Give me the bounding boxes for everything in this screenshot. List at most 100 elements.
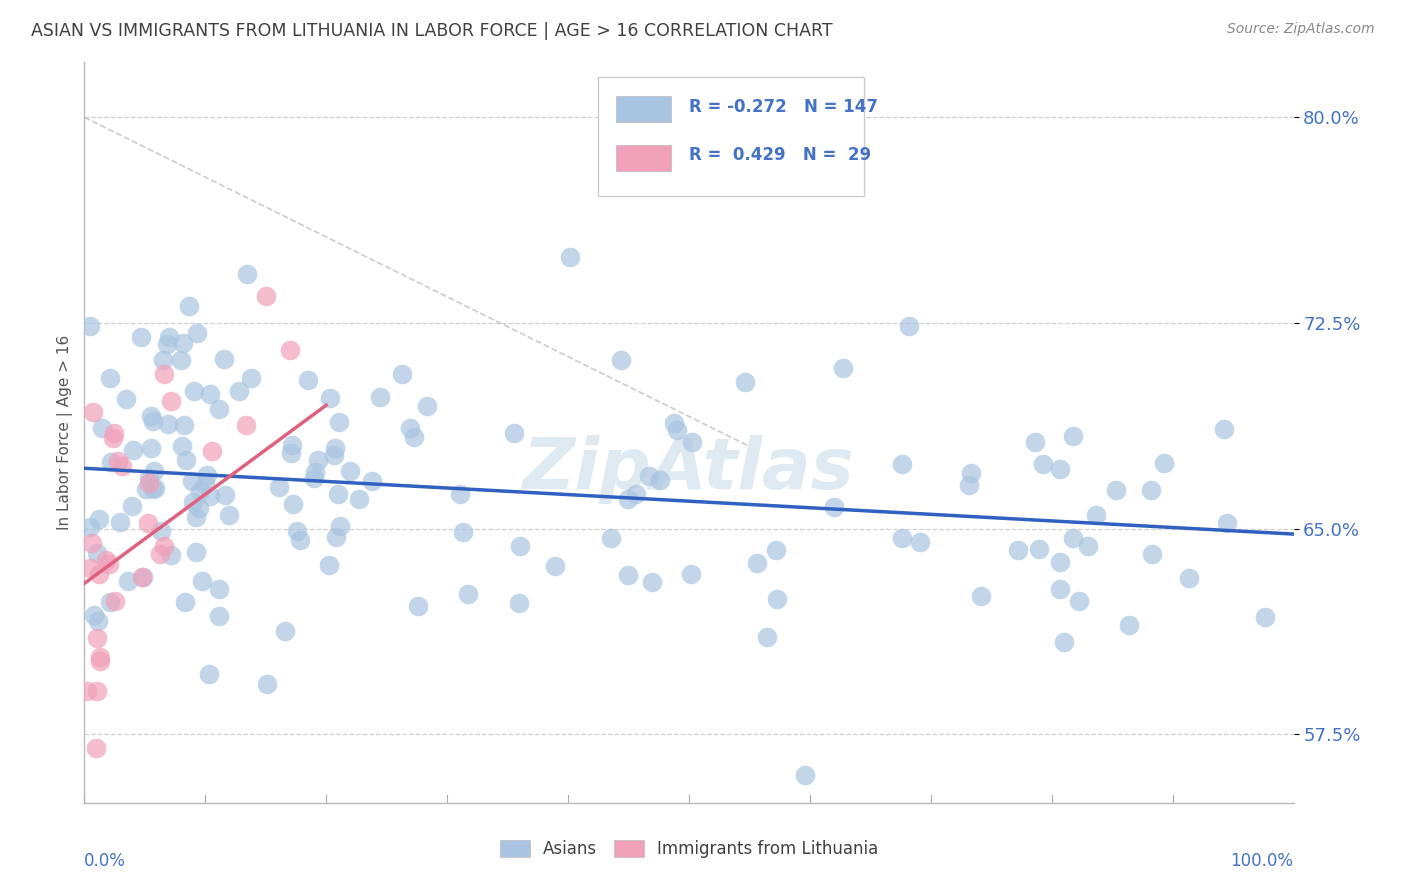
Point [734, 376, 756, 390]
Point [398, 420, 420, 434]
Point [208, 401, 231, 416]
Point [319, 391, 342, 405]
Point [173, 418, 195, 433]
Point [339, 464, 361, 478]
Point [177, 300, 200, 314]
Point [274, 624, 297, 638]
Point [1062, 429, 1084, 443]
Point [153, 367, 176, 381]
Point [391, 368, 413, 382]
Point [170, 353, 193, 368]
Point [278, 343, 301, 358]
Point [198, 489, 221, 503]
Point [544, 558, 567, 573]
Point [117, 574, 139, 588]
Point [186, 545, 208, 559]
Point [79, 318, 101, 333]
Point [360, 475, 382, 489]
Legend: Asians, Immigrants from Lithuania: Asians, Immigrants from Lithuania [494, 833, 884, 865]
Point [157, 330, 180, 344]
Point [188, 483, 211, 498]
Point [960, 467, 983, 481]
Point [214, 487, 236, 501]
Point [599, 531, 621, 545]
Point [156, 336, 179, 351]
Point [323, 448, 346, 462]
Point [149, 547, 172, 561]
Point [325, 531, 347, 545]
Point [143, 464, 166, 478]
Point [218, 508, 240, 522]
Point [558, 250, 581, 264]
Point [281, 497, 304, 511]
Point [1153, 456, 1175, 470]
Point [86, 632, 108, 646]
Point [641, 574, 664, 589]
Point [173, 335, 195, 350]
Point [681, 435, 703, 450]
Point [214, 351, 236, 366]
Point [191, 574, 214, 588]
Point [184, 510, 207, 524]
Point [82, 405, 104, 419]
Point [235, 418, 257, 433]
Point [1085, 508, 1108, 523]
Point [637, 469, 659, 483]
Point [1212, 422, 1234, 436]
Point [610, 353, 633, 368]
Point [624, 486, 647, 500]
Point [503, 425, 526, 440]
Point [957, 478, 980, 492]
Point [755, 630, 778, 644]
Point [1049, 582, 1071, 596]
Point [153, 540, 176, 554]
Point [87, 512, 110, 526]
Point [129, 330, 152, 344]
Point [1028, 541, 1050, 556]
Point [98, 557, 121, 571]
Text: 100.0%: 100.0% [1230, 852, 1294, 871]
Text: ZipAtlas: ZipAtlas [523, 435, 855, 504]
Point [197, 667, 219, 681]
Point [1215, 516, 1237, 530]
Point [267, 480, 290, 494]
Point [94, 553, 117, 567]
Point [1032, 458, 1054, 472]
Text: 0.0%: 0.0% [84, 852, 127, 871]
Point [404, 430, 426, 444]
Point [254, 288, 277, 302]
Point [138, 516, 160, 530]
Point [138, 470, 160, 484]
Point [98, 595, 121, 609]
Point [174, 595, 197, 609]
Point [256, 676, 278, 690]
Point [152, 352, 174, 367]
Point [281, 438, 304, 452]
Point [200, 387, 222, 401]
Point [228, 384, 250, 398]
Point [1140, 548, 1163, 562]
Point [115, 392, 138, 406]
Point [415, 399, 437, 413]
Point [318, 558, 340, 572]
Point [208, 582, 231, 597]
Point [110, 515, 132, 529]
Point [207, 609, 229, 624]
Point [104, 594, 127, 608]
Text: R =  0.429   N =  29: R = 0.429 N = 29 [689, 146, 872, 164]
Point [1254, 609, 1277, 624]
Point [201, 444, 224, 458]
Point [307, 453, 329, 467]
Point [1007, 543, 1029, 558]
Point [1062, 532, 1084, 546]
Point [280, 446, 302, 460]
Point [1067, 594, 1090, 608]
Point [1105, 483, 1128, 498]
Point [451, 525, 474, 540]
Point [174, 452, 197, 467]
Point [183, 495, 205, 509]
Point [304, 465, 326, 479]
Point [794, 768, 817, 782]
Point [323, 442, 346, 456]
Point [87, 614, 110, 628]
